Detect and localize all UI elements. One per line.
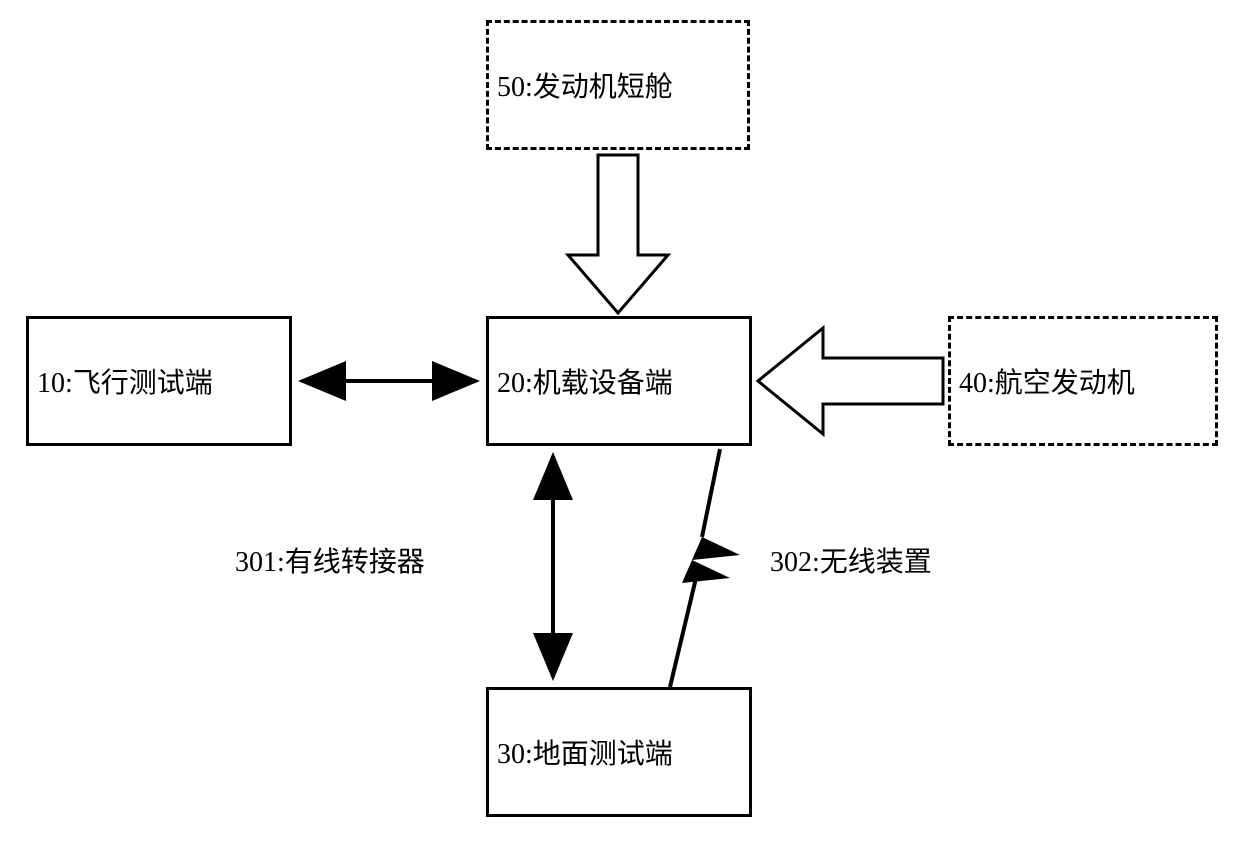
wireless-zigzag — [670, 449, 740, 687]
edge-label-wireless-device: 302:无线装置 — [770, 540, 932, 580]
edge-label-wired-adapter: 301:有线转接器 — [235, 540, 425, 580]
node-flight-test-end: 10:飞行测试端 — [26, 316, 292, 446]
node-label: 40:航空发动机 — [959, 361, 1135, 401]
node-engine-nacelle: 50:发动机短舱 — [486, 20, 750, 150]
node-label: 10:飞行测试端 — [37, 361, 213, 401]
hollow-arrow-left — [758, 328, 943, 434]
node-ground-test-end: 30:地面测试端 — [486, 687, 752, 817]
hollow-arrow-down — [568, 155, 668, 313]
node-label: 50:发动机短舱 — [497, 65, 673, 105]
diagram-container: 50:发动机短舱 10:飞行测试端 20:机载设备端 40:航空发动机 30:地… — [0, 0, 1240, 856]
node-aero-engine: 40:航空发动机 — [948, 316, 1218, 446]
node-label: 30:地面测试端 — [497, 732, 673, 772]
node-label: 20:机载设备端 — [497, 361, 673, 401]
node-onboard-equipment-end: 20:机载设备端 — [486, 316, 752, 446]
